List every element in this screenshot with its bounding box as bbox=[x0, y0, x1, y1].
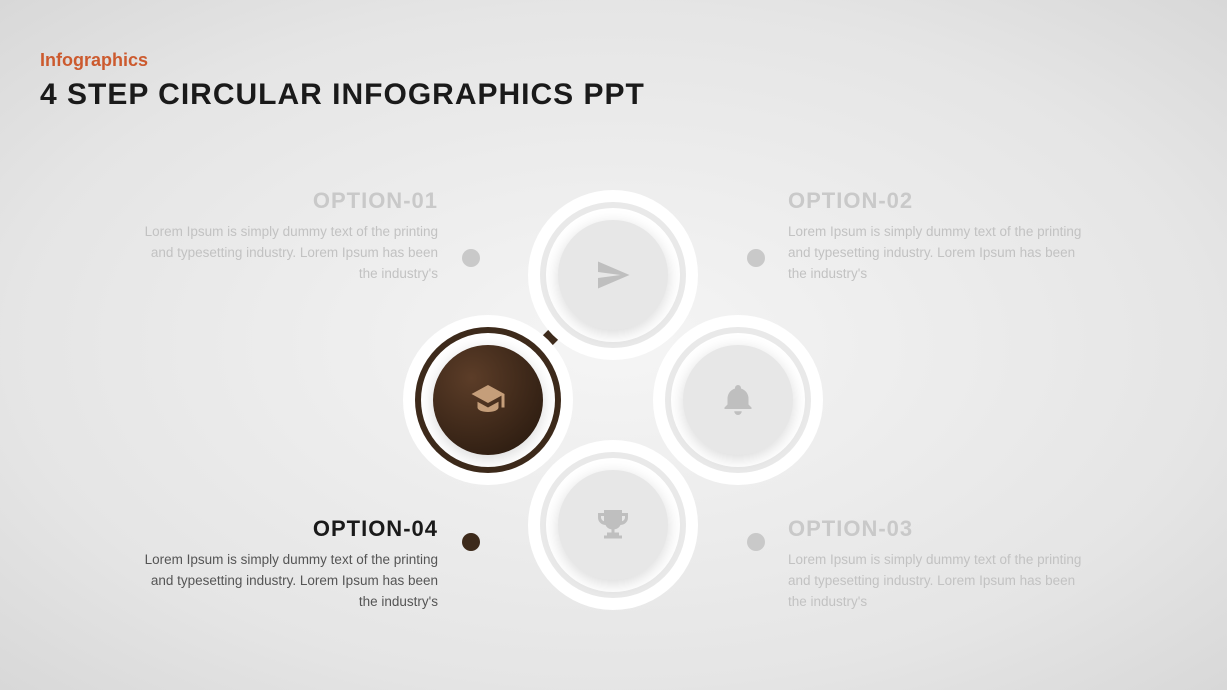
option-02: OPTION-02 Lorem Ipsum is simply dummy tex… bbox=[788, 188, 1088, 285]
option-03-dot bbox=[747, 533, 765, 551]
graduation-cap-icon bbox=[433, 345, 543, 455]
option-03-body: Lorem Ipsum is simply dummy text of the … bbox=[788, 550, 1088, 613]
option-01: OPTION-01 Lorem Ipsum is simply dummy tex… bbox=[138, 188, 438, 285]
option-03: OPTION-03 Lorem Ipsum is simply dummy tex… bbox=[788, 516, 1088, 613]
option-02-body: Lorem Ipsum is simply dummy text of the … bbox=[788, 222, 1088, 285]
option-01-title: OPTION-01 bbox=[138, 188, 438, 214]
option-01-body: Lorem Ipsum is simply dummy text of the … bbox=[138, 222, 438, 285]
option-04-title: OPTION-04 bbox=[138, 516, 438, 542]
option-04-body: Lorem Ipsum is simply dummy text of the … bbox=[138, 550, 438, 613]
option-02-title: OPTION-02 bbox=[788, 188, 1088, 214]
option-04-dot bbox=[462, 533, 480, 551]
bell-icon bbox=[683, 345, 793, 455]
trophy-icon bbox=[558, 470, 668, 580]
node-left bbox=[403, 315, 573, 485]
option-02-dot bbox=[747, 249, 765, 267]
option-04: OPTION-04 Lorem Ipsum is simply dummy tex… bbox=[138, 516, 438, 613]
paper-plane-icon bbox=[558, 220, 668, 330]
option-03-title: OPTION-03 bbox=[788, 516, 1088, 542]
option-01-dot bbox=[462, 249, 480, 267]
